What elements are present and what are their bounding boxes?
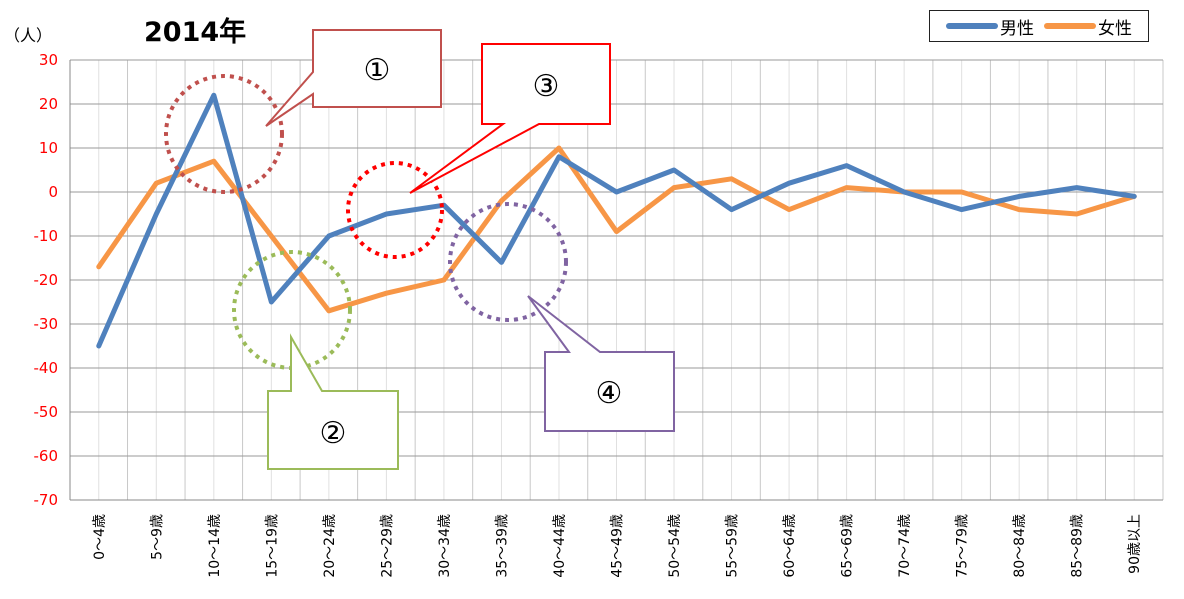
- x-tick-label: 90歳以上: [1127, 514, 1143, 574]
- y-tick-label: -60: [34, 447, 59, 465]
- x-tick-label: 55～59歳: [725, 514, 741, 578]
- series-line-female: [96, 145, 1137, 314]
- y-tick-label: -70: [34, 491, 59, 509]
- y-axis-ticks: 30 20 10 0 -10 -20 -30 -40 -50 -60 -70: [34, 51, 59, 509]
- annotation-callout-4: [527, 295, 675, 432]
- x-tick-label: 70～74歳: [897, 514, 913, 578]
- x-tick-label: 40～44歳: [552, 514, 568, 578]
- legend-item-male: 男性: [946, 14, 1034, 39]
- annotation-label-2: ②: [320, 416, 347, 451]
- x-tick-label: 5～9歳: [149, 514, 165, 560]
- y-tick-label: -40: [34, 359, 59, 377]
- annotation-callout-3: [409, 43, 611, 194]
- x-tick-label: 10～14歳: [207, 514, 223, 578]
- x-tick-label: 65～69歳: [840, 514, 856, 578]
- legend-label-male: 男性: [1000, 18, 1034, 39]
- x-tick-label: 60～64歳: [782, 514, 798, 578]
- annotation-circle-1: [164, 74, 284, 194]
- legend-item-female: 女性: [1044, 14, 1132, 39]
- annotation-circle-4: [448, 202, 568, 322]
- x-tick-label: 0～4歳: [92, 514, 108, 560]
- annotation-label-1: ①: [364, 53, 391, 88]
- y-tick-label: 10: [39, 139, 58, 157]
- legend-swatch-female: [1044, 23, 1096, 29]
- y-tick-label: -30: [34, 315, 59, 333]
- x-tick-label: 15～19歳: [264, 514, 280, 578]
- y-tick-label: 20: [39, 95, 58, 113]
- chart-title: 2014年: [144, 17, 247, 48]
- y-axis-unit-label: （人）: [4, 26, 53, 45]
- legend: 男性 女性: [929, 10, 1149, 42]
- x-tick-label: 30～34歳: [437, 514, 453, 578]
- x-axis-ticks: 0～4歳 5～9歳 10～14歳 15～19歳 20～24歳 25～29歳 30～34歳 35…: [92, 514, 1143, 578]
- series-lines: [96, 92, 1137, 349]
- annotation-callout-1: [265, 29, 442, 127]
- grid: [69, 59, 1164, 501]
- x-tick-label: 80～84歳: [1012, 514, 1028, 578]
- x-tick-label: 20～24歳: [322, 514, 338, 578]
- legend-swatch-male: [946, 23, 998, 29]
- y-tick-label: -50: [34, 403, 59, 421]
- x-tick-label: 25～29歳: [379, 514, 395, 578]
- annotation-label-4: ④: [596, 376, 623, 411]
- legend-label-female: 女性: [1098, 18, 1132, 39]
- y-tick-label: -10: [34, 227, 59, 245]
- annotations: ① ② ③ ④: [164, 29, 675, 470]
- y-tick-label: 0: [48, 183, 58, 201]
- x-tick-label: 75～79歳: [955, 514, 971, 578]
- y-tick-label: -20: [34, 271, 59, 289]
- y-tick-label: 30: [39, 51, 58, 69]
- series-line-male: [96, 92, 1137, 349]
- x-tick-label: 50～54歳: [667, 514, 683, 578]
- annotation-circle-3: [346, 161, 444, 259]
- annotation-label-3: ③: [533, 69, 560, 104]
- annotation-callout-2: [267, 333, 399, 470]
- x-tick-label: 85～89歳: [1070, 514, 1086, 578]
- x-tick-label: 35～39歳: [494, 514, 510, 578]
- x-tick-label: 45～49歳: [610, 514, 626, 578]
